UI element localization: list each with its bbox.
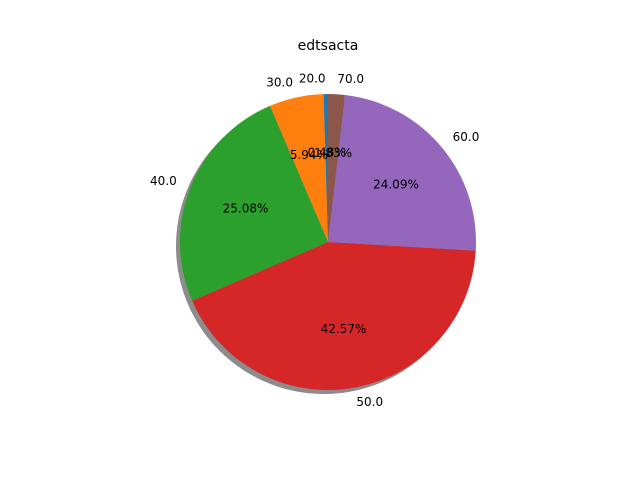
percent-label-40.0: 25.08% (223, 202, 269, 216)
pie-slice-50.0 (192, 242, 476, 390)
percent-label-70.0: 1.83% (314, 146, 352, 160)
pie-slice-70.0 (328, 94, 345, 242)
pie-slice-60.0 (328, 94, 476, 251)
percent-label-50.0: 42.57% (321, 322, 367, 336)
percent-label-30.0: 5.94% (290, 148, 328, 162)
slice-label-70.0: 70.0 (337, 72, 364, 86)
slice-label-60.0: 60.0 (453, 130, 480, 144)
pie-slice-20.0 (323, 94, 328, 242)
percent-label-60.0: 24.09% (373, 177, 419, 191)
slice-label-40.0: 40.0 (150, 174, 177, 188)
pie-slices (180, 94, 476, 390)
pie-slice-40.0 (180, 105, 328, 301)
slice-label-50.0: 50.0 (356, 395, 383, 409)
slice-label-30.0: 30.0 (266, 76, 293, 90)
slice-label-20.0: 20.0 (299, 72, 326, 86)
chart-title: edtsacta (298, 38, 359, 54)
percent-labels: 0.48%5.94% 25.08% 42.57% 24.09% 1.83% (223, 146, 419, 336)
pie-slice-30.0 (269, 94, 328, 242)
percent-label-20.0: 0.48% (308, 146, 346, 160)
slice-labels: 20.0 30.0 40.0 50.0 60.0 70.0 (150, 72, 479, 409)
